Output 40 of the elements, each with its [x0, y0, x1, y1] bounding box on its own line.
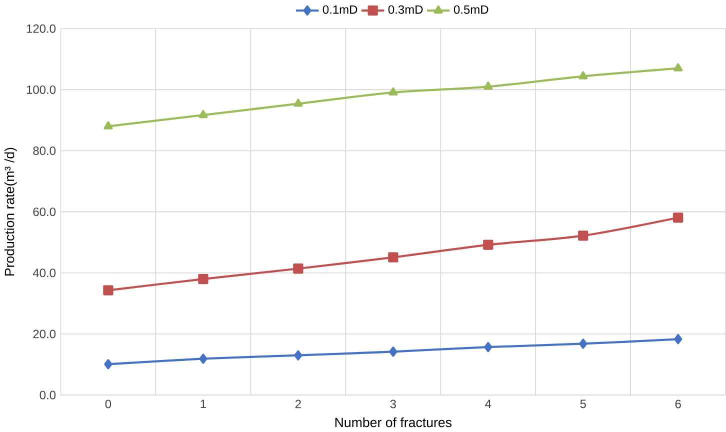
point	[294, 350, 302, 361]
y-tick-label: 20.0	[33, 330, 56, 338]
x-tick-label: 4	[485, 400, 492, 408]
x-tick-label: 1	[200, 400, 206, 408]
legend-label: 0.5mD	[454, 6, 488, 14]
y-tick-label: 60.0	[33, 208, 56, 216]
point	[578, 71, 588, 80]
point	[198, 274, 208, 284]
x-tick-label: 2	[295, 400, 301, 408]
point	[673, 212, 684, 223]
point	[104, 121, 113, 130]
x-axis-title: Number of fractures	[335, 418, 452, 428]
x-tick-label: 6	[675, 400, 681, 408]
legend-label: 0.3mD	[388, 6, 423, 14]
point	[199, 354, 208, 364]
point	[484, 342, 492, 352]
y-tick-label: 100.0	[26, 86, 56, 94]
y-tick-label: 40.0	[32, 268, 56, 278]
point	[578, 230, 588, 241]
point	[579, 338, 588, 349]
point	[388, 252, 398, 263]
y-tick-label: 80.0	[33, 146, 56, 156]
point	[293, 264, 304, 274]
point	[483, 240, 494, 250]
point	[674, 63, 683, 72]
point	[294, 98, 303, 107]
y-tick-label: 0.0	[40, 390, 56, 400]
y-tick-label: 120.0	[26, 24, 56, 34]
point	[484, 82, 493, 90]
point	[198, 110, 208, 118]
x-tick-label: 5	[580, 400, 586, 408]
legend-label: 0.1mD	[322, 6, 358, 14]
x-tick-label: 3	[390, 400, 396, 408]
point	[103, 285, 114, 296]
point	[104, 359, 112, 370]
point	[388, 88, 398, 96]
point	[389, 346, 398, 357]
x-tick-label: 0	[105, 400, 112, 408]
point	[674, 334, 682, 344]
y-axis-title: Production rate(m³ /d)	[4, 148, 17, 276]
